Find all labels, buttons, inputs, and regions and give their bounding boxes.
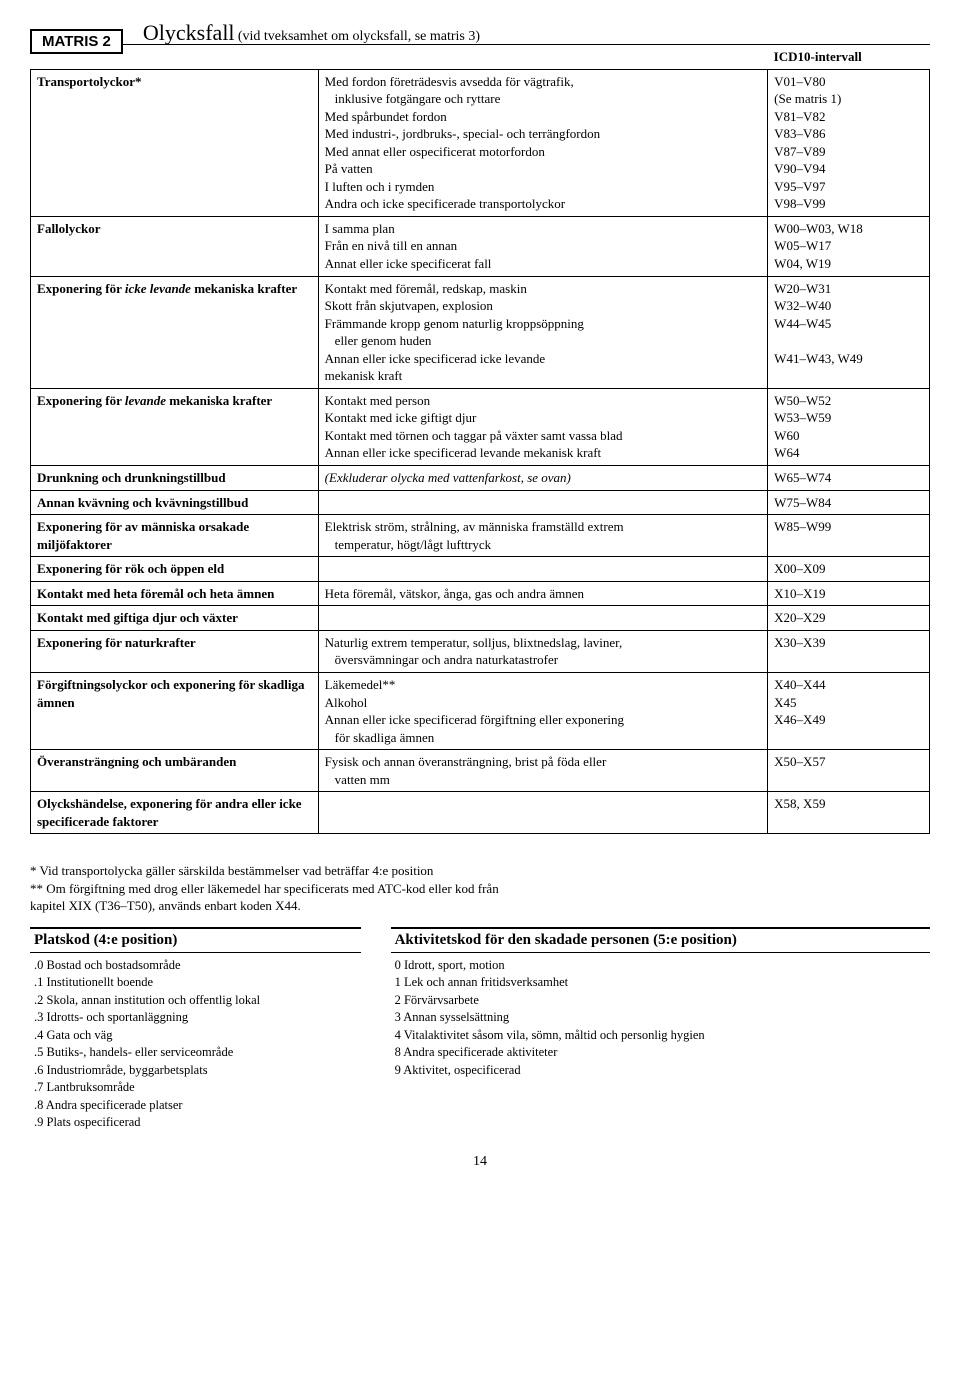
list-item: 1 Lek och annan fritidsverksamhet	[395, 974, 926, 992]
category-cell: Förgiftningsolyckor och exponering för s…	[31, 672, 319, 749]
description-cell: Läkemedel**AlkoholAnnan eller icke speci…	[318, 672, 768, 749]
category-cell: Exponering för levande mekaniska krafter	[31, 388, 319, 465]
list-item: .4 Gata och väg	[34, 1027, 357, 1045]
list-item: .8 Andra specificerade platser	[34, 1097, 357, 1115]
category-cell: Exponering för av människa orsakade milj…	[31, 515, 319, 557]
list-item: .3 Idrotts- och sportanläggning	[34, 1009, 357, 1027]
description-cell	[318, 557, 768, 582]
description-cell: Med fordon företrädesvis avsedda för väg…	[318, 69, 768, 216]
code-cell: X50–X57	[768, 750, 930, 792]
page-subtitle: (vid tveksamhet om olycksfall, se matris…	[238, 29, 480, 44]
th-empty-2	[318, 45, 768, 70]
aktivitet-title: Aktivitetskod för den skadade personen (…	[391, 927, 930, 953]
category-cell: Kontakt med giftiga djur och växter	[31, 606, 319, 631]
category-cell: Kontakt med heta föremål och heta ämnen	[31, 581, 319, 606]
list-item: .5 Butiks-, handels- eller serviceområde	[34, 1044, 357, 1062]
code-cell: W50–W52W53–W59W60W64	[768, 388, 930, 465]
code-cell: V01–V80(Se matris 1)V81–V82V83–V86V87–V8…	[768, 69, 930, 216]
category-cell: Exponering för rök och öppen eld	[31, 557, 319, 582]
description-cell: Elektrisk ström, strålning, av människa …	[318, 515, 768, 557]
title-wrap: Olycksfall (vid tveksamhet om olycksfall…	[143, 20, 480, 46]
category-cell: Transportolyckor*	[31, 69, 319, 216]
note-2: ** Om förgiftning med drog eller läkemed…	[30, 880, 930, 898]
list-item: 8 Andra specificerade aktiviteter	[395, 1044, 926, 1062]
list-item: .2 Skola, annan institution och offentli…	[34, 992, 357, 1010]
platskod-list: .0 Bostad och bostadsområde.1 Institutio…	[30, 953, 361, 1136]
platskod-box: Platskod (4:e position) .0 Bostad och bo…	[30, 927, 361, 1136]
code-cell: W75–W84	[768, 490, 930, 515]
description-cell	[318, 490, 768, 515]
code-cell: X40–X44X45X46–X49	[768, 672, 930, 749]
th-icd: ICD10-intervall	[768, 45, 930, 70]
list-item: 9 Aktivitet, ospecificerad	[395, 1062, 926, 1080]
list-item: .6 Industriområde, byggarbetsplats	[34, 1062, 357, 1080]
code-cell: X30–X39	[768, 630, 930, 672]
category-cell: Annan kvävning och kvävningstillbud	[31, 490, 319, 515]
code-cell: W00–W03, W18W05–W17W04, W19	[768, 216, 930, 276]
code-cell: W65–W74	[768, 466, 930, 491]
matris-label: MATRIS 2	[30, 29, 123, 54]
code-cell: X20–X29	[768, 606, 930, 631]
page-title: Olycksfall	[143, 20, 235, 45]
notes: * Vid transportolycka gäller särskilda b…	[30, 862, 930, 915]
page-number: 14	[30, 1154, 930, 1170]
description-cell: Heta föremål, vätskor, ånga, gas och and…	[318, 581, 768, 606]
description-cell: (Exkluderar olycka med vattenfarkost, se…	[318, 466, 768, 491]
code-cell: X58, X59	[768, 792, 930, 834]
bottom-row: Platskod (4:e position) .0 Bostad och bo…	[30, 927, 930, 1136]
description-cell: I samma planFrån en nivå till en annanAn…	[318, 216, 768, 276]
category-cell: Exponering för naturkrafter	[31, 630, 319, 672]
description-cell: Kontakt med personKontakt med icke gifti…	[318, 388, 768, 465]
note-1: * Vid transportolycka gäller särskilda b…	[30, 862, 930, 880]
description-cell: Fysisk och annan överansträngning, brist…	[318, 750, 768, 792]
list-item: .1 Institutionellt boende	[34, 974, 357, 992]
aktivitet-box: Aktivitetskod för den skadade personen (…	[391, 927, 930, 1136]
category-cell: Olyckshändelse, exponering för andra ell…	[31, 792, 319, 834]
list-item: 3 Annan sysselsättning	[395, 1009, 926, 1027]
code-cell: X10–X19	[768, 581, 930, 606]
list-item: 2 Förvärvsarbete	[395, 992, 926, 1010]
category-cell: Överansträngning och umbäranden	[31, 750, 319, 792]
description-cell: Naturlig extrem temperatur, solljus, bli…	[318, 630, 768, 672]
list-item: 4 Vitalaktivitet såsom vila, sömn, målti…	[395, 1027, 926, 1045]
list-item: 0 Idrott, sport, motion	[395, 957, 926, 975]
list-item: .7 Lantbruksområde	[34, 1079, 357, 1097]
header-row: MATRIS 2 Olycksfall (vid tveksamhet om o…	[30, 20, 930, 46]
code-cell: W20–W31W32–W40W44–W45 W41–W43, W49	[768, 276, 930, 388]
code-cell: X00–X09	[768, 557, 930, 582]
code-cell: W85–W99	[768, 515, 930, 557]
category-cell: Drunkning och drunkningstillbud	[31, 466, 319, 491]
aktivitet-list: 0 Idrott, sport, motion1 Lek och annan f…	[391, 953, 930, 1084]
category-cell: Exponering för icke levande mekaniska kr…	[31, 276, 319, 388]
category-cell: Fallolyckor	[31, 216, 319, 276]
list-item: .9 Plats ospecificerad	[34, 1114, 357, 1132]
description-cell	[318, 792, 768, 834]
main-table: ICD10-intervall Transportolyckor*Med for…	[30, 44, 930, 834]
note-3: kapitel XIX (T36–T50), används enbart ko…	[30, 897, 930, 915]
description-cell	[318, 606, 768, 631]
list-item: .0 Bostad och bostadsområde	[34, 957, 357, 975]
description-cell: Kontakt med föremål, redskap, maskinSkot…	[318, 276, 768, 388]
platskod-title: Platskod (4:e position)	[30, 927, 361, 953]
